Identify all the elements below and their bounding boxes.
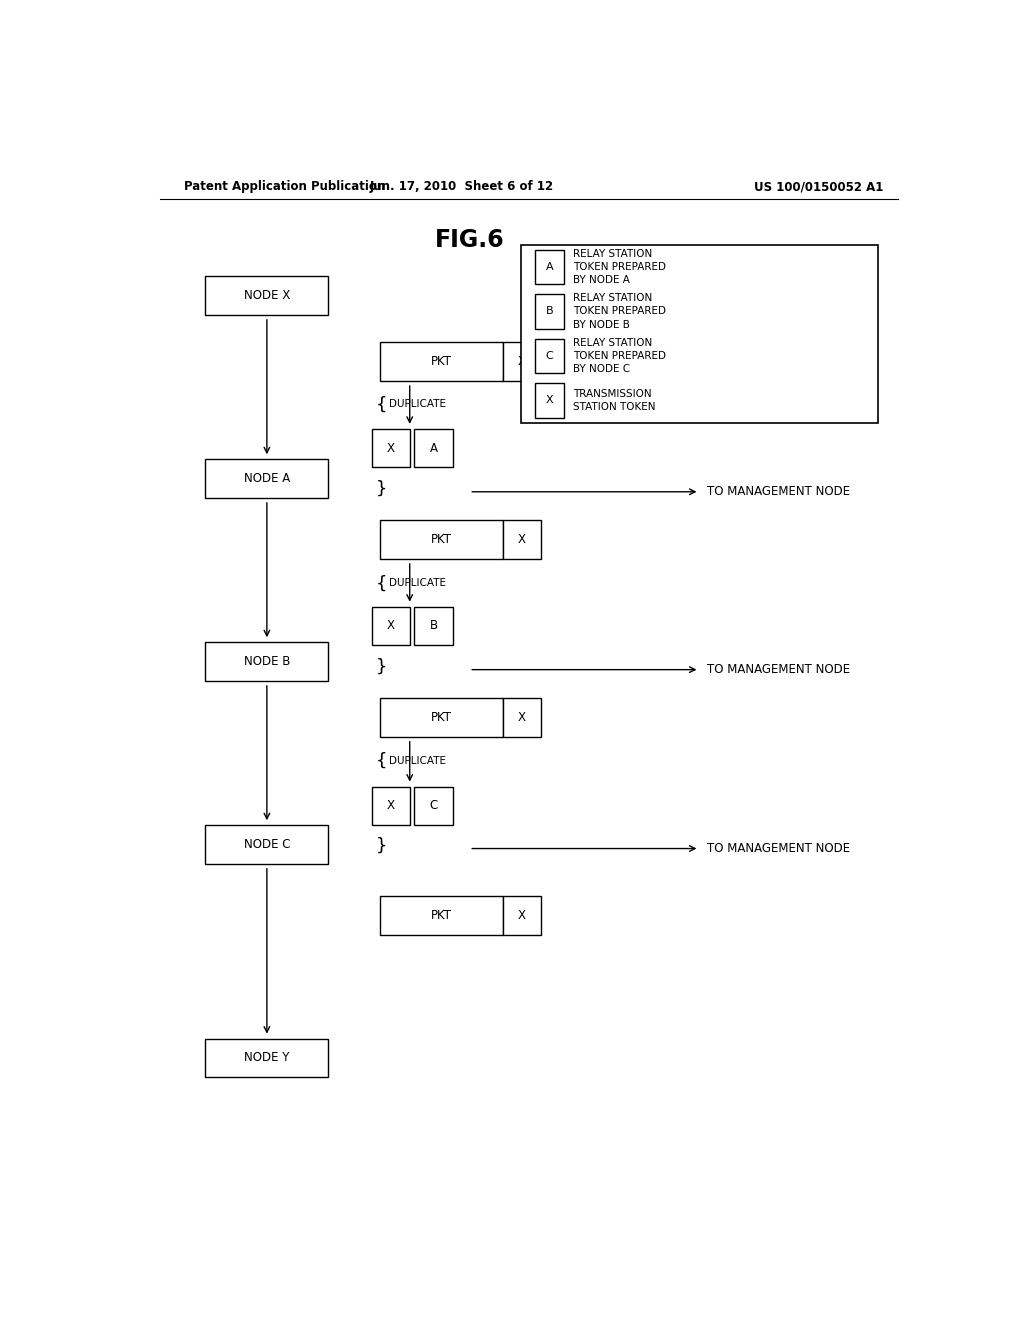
FancyBboxPatch shape bbox=[380, 896, 503, 935]
Text: DUPLICATE: DUPLICATE bbox=[389, 578, 446, 589]
Text: RELAY STATION
TOKEN PREPARED
BY NODE B: RELAY STATION TOKEN PREPARED BY NODE B bbox=[573, 293, 667, 330]
FancyBboxPatch shape bbox=[536, 339, 563, 374]
FancyBboxPatch shape bbox=[206, 1039, 329, 1077]
Text: TO MANAGEMENT NODE: TO MANAGEMENT NODE bbox=[708, 486, 851, 498]
Text: TO MANAGEMENT NODE: TO MANAGEMENT NODE bbox=[708, 663, 851, 676]
Text: X: X bbox=[387, 442, 394, 454]
Text: }: } bbox=[376, 479, 387, 498]
Text: B: B bbox=[429, 619, 437, 632]
Text: {: { bbox=[376, 752, 387, 770]
Text: A: A bbox=[429, 442, 437, 454]
Text: Jun. 17, 2010  Sheet 6 of 12: Jun. 17, 2010 Sheet 6 of 12 bbox=[370, 181, 553, 193]
Text: RELAY STATION
TOKEN PREPARED
BY NODE C: RELAY STATION TOKEN PREPARED BY NODE C bbox=[573, 338, 667, 374]
FancyBboxPatch shape bbox=[206, 276, 329, 315]
FancyBboxPatch shape bbox=[503, 520, 541, 558]
FancyBboxPatch shape bbox=[503, 342, 541, 381]
Text: NODE C: NODE C bbox=[244, 838, 290, 851]
Text: DUPLICATE: DUPLICATE bbox=[389, 400, 446, 409]
Text: {: { bbox=[376, 574, 387, 593]
FancyBboxPatch shape bbox=[380, 342, 503, 381]
Text: C: C bbox=[429, 800, 437, 812]
FancyBboxPatch shape bbox=[372, 429, 410, 467]
FancyBboxPatch shape bbox=[206, 643, 329, 681]
Text: DUPLICATE: DUPLICATE bbox=[389, 756, 446, 766]
Text: TO MANAGEMENT NODE: TO MANAGEMENT NODE bbox=[708, 842, 851, 855]
Text: RELAY STATION
TOKEN PREPARED
BY NODE A: RELAY STATION TOKEN PREPARED BY NODE A bbox=[573, 249, 667, 285]
Text: US 100/0150052 A1: US 100/0150052 A1 bbox=[754, 181, 883, 193]
Text: X: X bbox=[546, 396, 553, 405]
Text: C: C bbox=[546, 351, 553, 360]
FancyBboxPatch shape bbox=[415, 607, 453, 645]
FancyBboxPatch shape bbox=[503, 698, 541, 737]
FancyBboxPatch shape bbox=[380, 520, 503, 558]
Text: X: X bbox=[387, 619, 394, 632]
Text: X: X bbox=[387, 800, 394, 812]
Text: X: X bbox=[518, 355, 526, 368]
Text: NODE B: NODE B bbox=[244, 655, 290, 668]
Text: NODE X: NODE X bbox=[244, 289, 290, 302]
FancyBboxPatch shape bbox=[380, 698, 503, 737]
Text: }: } bbox=[376, 837, 387, 854]
Text: X: X bbox=[518, 711, 526, 723]
Text: PKT: PKT bbox=[431, 355, 452, 368]
FancyBboxPatch shape bbox=[536, 249, 563, 284]
FancyBboxPatch shape bbox=[521, 244, 878, 422]
Text: A: A bbox=[546, 263, 553, 272]
Text: TRANSMISSION
STATION TOKEN: TRANSMISSION STATION TOKEN bbox=[573, 389, 655, 412]
Text: Patent Application Publication: Patent Application Publication bbox=[183, 181, 385, 193]
FancyBboxPatch shape bbox=[206, 825, 329, 863]
FancyBboxPatch shape bbox=[372, 787, 410, 825]
FancyBboxPatch shape bbox=[503, 896, 541, 935]
Text: }: } bbox=[376, 657, 387, 676]
Text: PKT: PKT bbox=[431, 909, 452, 923]
FancyBboxPatch shape bbox=[415, 429, 453, 467]
Text: B: B bbox=[546, 306, 553, 317]
FancyBboxPatch shape bbox=[536, 383, 563, 417]
FancyBboxPatch shape bbox=[536, 294, 563, 329]
Text: NODE Y: NODE Y bbox=[244, 1052, 290, 1064]
Text: X: X bbox=[518, 909, 526, 923]
FancyBboxPatch shape bbox=[372, 607, 410, 645]
Text: FIG.6: FIG.6 bbox=[434, 228, 504, 252]
FancyBboxPatch shape bbox=[206, 459, 329, 498]
Text: NODE A: NODE A bbox=[244, 473, 290, 484]
Text: PKT: PKT bbox=[431, 533, 452, 546]
Text: X: X bbox=[518, 533, 526, 546]
Text: PKT: PKT bbox=[431, 711, 452, 723]
FancyBboxPatch shape bbox=[415, 787, 453, 825]
Text: {: { bbox=[376, 396, 387, 413]
